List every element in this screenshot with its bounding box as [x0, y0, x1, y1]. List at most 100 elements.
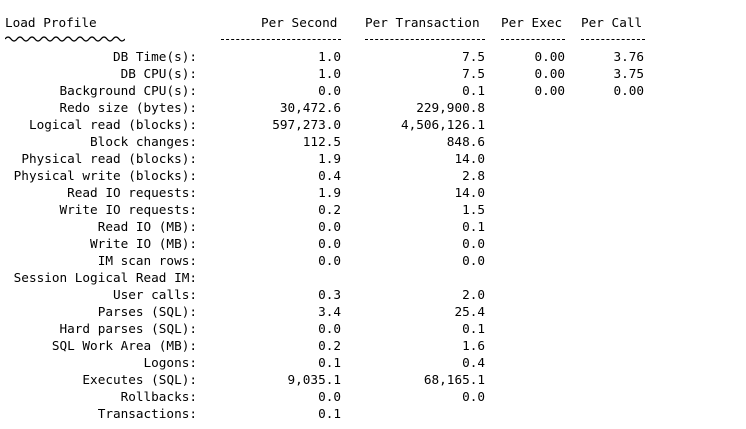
- metric-label: Rollbacks:: [120, 389, 197, 404]
- per-exec-value: 0.00: [534, 49, 565, 64]
- per-second-value: 0.0: [318, 219, 341, 234]
- separator-per-second: [221, 39, 341, 40]
- per-transaction-value: 0.0: [462, 389, 485, 404]
- per-transaction-value: 7.5: [462, 49, 485, 64]
- per-transaction-value: 7.5: [462, 66, 485, 81]
- separator-per-call: [581, 39, 645, 40]
- metric-label: Logical read (blocks):: [28, 117, 197, 132]
- table-row: Physical read (blocks): 1.9 14.0: [5, 150, 741, 167]
- per-transaction-value: 14.0: [454, 151, 485, 166]
- table-row: Hard parses (SQL): 0.0 0.1: [5, 320, 741, 337]
- report-title: Load Profile: [5, 15, 97, 30]
- per-transaction-value: 68,165.1: [423, 372, 485, 387]
- table-row: IM scan rows: 0.0 0.0: [5, 252, 741, 269]
- per-second-value: 3.4: [318, 304, 341, 319]
- metric-label: Session Logical Read IM:: [13, 270, 197, 285]
- table-row: Block changes: 112.5 848.6: [5, 133, 741, 150]
- table-row: DB Time(s): 1.0 7.5 0.00 3.76: [5, 48, 741, 65]
- per-transaction-value: 0.1: [462, 321, 485, 336]
- per-second-value: 112.5: [302, 134, 341, 149]
- metric-label: Physical write (blocks):: [13, 168, 197, 183]
- per-second-value: 0.3: [318, 287, 341, 302]
- metric-label: Hard parses (SQL):: [59, 321, 198, 336]
- metric-label: Physical read (blocks):: [21, 151, 197, 166]
- metric-label: Logons:: [143, 355, 197, 370]
- table-row: SQL Work Area (MB): 0.2 1.6: [5, 337, 741, 354]
- per-second-value: 0.0: [318, 253, 341, 268]
- per-second-value: 1.0: [318, 66, 341, 81]
- metric-label: SQL Work Area (MB):: [51, 338, 197, 353]
- per-second-value: 0.0: [318, 389, 341, 404]
- table-row: Executes (SQL): 9,035.1 68,165.1: [5, 371, 741, 388]
- metric-label: User calls:: [112, 287, 197, 302]
- table-row: Logical read (blocks): 597,273.0 4,506,126…: [5, 116, 741, 133]
- per-transaction-value: 1.5: [462, 202, 485, 217]
- per-second-value: 0.0: [318, 83, 341, 98]
- per-call-value: 0.00: [613, 83, 644, 98]
- table-row: Transactions: 0.1: [5, 405, 741, 422]
- table-row: DB CPU(s): 1.0 7.5 0.00 3.75: [5, 65, 741, 82]
- per-second-value: 0.0: [318, 236, 341, 251]
- per-second-value: 9,035.1: [287, 372, 341, 387]
- table-row: Read IO (MB): 0.0 0.1: [5, 218, 741, 235]
- title-wavy-underline: [5, 36, 125, 42]
- metric-label: DB Time(s):: [112, 49, 197, 64]
- column-header-per-exec: Per Exec: [501, 15, 563, 30]
- per-transaction-value: 25.4: [454, 304, 485, 319]
- per-second-value: 0.0: [318, 321, 341, 336]
- per-transaction-value: 229,900.8: [416, 100, 485, 115]
- table-row: Redo size (bytes): 30,472.6 229,900.8: [5, 99, 741, 116]
- per-second-value: 1.9: [318, 151, 341, 166]
- column-header-per-call: Per Call: [581, 15, 643, 30]
- per-second-value: 597,273.0: [272, 117, 341, 132]
- header-row: Load Profile Per Second Per Transaction …: [5, 14, 741, 31]
- per-transaction-value: 1.6: [462, 338, 485, 353]
- table-row: Background CPU(s): 0.0 0.1 0.00 0.00: [5, 82, 741, 99]
- per-transaction-value: 0.4: [462, 355, 485, 370]
- per-transaction-value: 2.8: [462, 168, 485, 183]
- per-transaction-value: 848.6: [446, 134, 485, 149]
- metric-label: Parses (SQL):: [97, 304, 197, 319]
- per-transaction-value: 0.0: [462, 236, 485, 251]
- metric-label: Write IO requests:: [59, 202, 198, 217]
- per-second-value: 1.0: [318, 49, 341, 64]
- per-transaction-value: 0.0: [462, 253, 485, 268]
- per-second-value: 30,472.6: [279, 100, 341, 115]
- table-row: Write IO requests: 0.2 1.5: [5, 201, 741, 218]
- per-second-value: 0.2: [318, 202, 341, 217]
- per-transaction-value: 2.0: [462, 287, 485, 302]
- separator-per-exec: [501, 39, 565, 40]
- per-transaction-value: 0.1: [462, 83, 485, 98]
- metric-label: Block changes:: [90, 134, 197, 149]
- separator-row: [5, 31, 741, 48]
- per-exec-value: 0.00: [534, 83, 565, 98]
- metric-label: IM scan rows:: [97, 253, 197, 268]
- metric-label: Transactions:: [97, 406, 197, 421]
- table-row: Parses (SQL): 3.4 25.4: [5, 303, 741, 320]
- column-header-per-transaction: Per Transaction: [365, 15, 480, 30]
- metric-label: Redo size (bytes):: [59, 100, 198, 115]
- per-exec-value: 0.00: [534, 66, 565, 81]
- metric-label: Write IO (MB):: [90, 236, 197, 251]
- per-second-value: 0.2: [318, 338, 341, 353]
- metric-rows: DB Time(s): 1.0 7.5 0.00 3.76 DB CPU(s): 1.0 7.…: [5, 48, 741, 422]
- per-call-value: 3.75: [613, 66, 644, 81]
- per-transaction-value: 0.1: [462, 219, 485, 234]
- separator-per-transaction: [365, 39, 485, 40]
- table-row: Rollbacks: 0.0 0.0: [5, 388, 741, 405]
- metric-label: DB CPU(s):: [120, 66, 197, 81]
- table-row: Logons: 0.1 0.4: [5, 354, 741, 371]
- column-header-per-second: Per Second: [261, 15, 338, 30]
- per-transaction-value: 14.0: [454, 185, 485, 200]
- per-second-value: 0.1: [318, 406, 341, 421]
- table-row: Write IO (MB): 0.0 0.0: [5, 235, 741, 252]
- per-second-value: 0.1: [318, 355, 341, 370]
- table-row: User calls: 0.3 2.0: [5, 286, 741, 303]
- per-second-value: 1.9: [318, 185, 341, 200]
- load-profile-report: Load Profile Per Second Per Transaction …: [5, 14, 741, 422]
- table-row: Physical write (blocks): 0.4 2.8: [5, 167, 741, 184]
- per-second-value: 0.4: [318, 168, 341, 183]
- metric-label: Executes (SQL):: [82, 372, 197, 387]
- metric-label: Background CPU(s):: [59, 83, 198, 98]
- metric-label: Read IO requests:: [67, 185, 197, 200]
